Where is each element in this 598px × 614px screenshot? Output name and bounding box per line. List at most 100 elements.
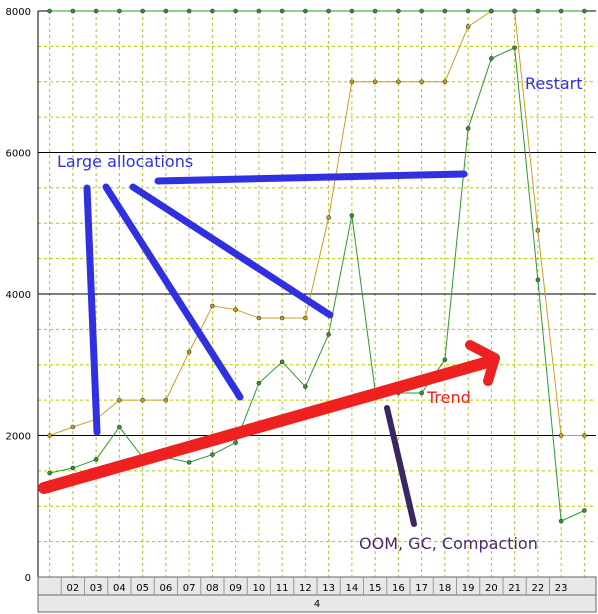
x-tick-label: 20: [485, 583, 498, 594]
series-point-0: [558, 433, 564, 438]
series-point-2: [396, 8, 401, 14]
series-point-2: [186, 8, 192, 14]
series-point-1: [303, 384, 308, 389]
annotation-labels: Large allocations Restart Trend OOM, GC,…: [57, 74, 583, 553]
series-point-1: [47, 470, 52, 476]
y-tick-label: 2000: [6, 432, 31, 443]
series-point-0: [465, 24, 471, 29]
x-tick-label: 17: [415, 583, 428, 594]
x-tick-label: 06: [160, 583, 173, 594]
x-tick-label: 13: [322, 583, 335, 594]
x-tick-label: 21: [508, 583, 521, 594]
large-alloc-arrow-4: [154, 170, 468, 185]
trend-arrow: [38, 356, 494, 494]
series-point-0: [233, 307, 238, 312]
series-point-2: [326, 8, 331, 14]
x-tick-label: 03: [90, 583, 103, 594]
series-point-2: [233, 8, 238, 14]
x-tick-label: 05: [136, 583, 149, 594]
series-point-2: [489, 8, 494, 14]
series-point-0: [326, 215, 331, 220]
annotation-strokes: [38, 170, 500, 527]
series-point-0: [117, 397, 122, 403]
x-tick-label: 12: [299, 583, 312, 594]
x-tick-label: 08: [206, 583, 219, 594]
series-point-0: [186, 349, 192, 355]
y-tick-label: 8000: [6, 7, 31, 18]
x-tick-label: 22: [532, 583, 545, 594]
series-point-0: [372, 79, 378, 85]
series-point-1: [419, 390, 424, 396]
series-point-1: [349, 213, 355, 218]
x-tick-label: 23: [555, 583, 568, 594]
x-tick-label: 07: [183, 583, 196, 594]
oom-arrow: [384, 405, 417, 527]
series-point-0: [396, 79, 401, 85]
series-point-1: [512, 45, 517, 51]
y-tick-label: 6000: [6, 149, 31, 160]
large-alloc-arrow-1: [83, 184, 101, 436]
annotation-large-allocations: Large allocations: [57, 152, 193, 171]
series-point-1: [489, 56, 494, 61]
series-point-2: [512, 8, 517, 14]
series-point-1: [210, 452, 215, 457]
series-point-2: [303, 8, 308, 14]
x-tick-label: 14: [346, 583, 359, 594]
series-point-1: [465, 126, 471, 131]
series-point-2: [210, 8, 215, 14]
series-point-2: [372, 8, 378, 14]
series-point-0: [419, 79, 424, 85]
annotation-restart: Restart: [525, 74, 583, 93]
series-point-2: [140, 8, 145, 14]
series-point-0: [303, 315, 308, 321]
series-point-2: [163, 8, 169, 14]
y-tick-label: 0: [25, 573, 31, 584]
x-tick-label: 19: [462, 583, 475, 594]
x-axis: 4 02 03 04 05 06 07 08 09 10 11 12 13 14 15 16 17 18 19 20…: [37, 576, 597, 613]
series-point-1: [582, 508, 587, 513]
series-point-0: [256, 315, 262, 321]
series-point-1: [326, 332, 331, 337]
series-point-2: [47, 8, 52, 14]
series-point-0: [535, 228, 541, 233]
grid: [37, 10, 596, 578]
series-point-1: [442, 357, 448, 363]
series-point-1: [279, 359, 285, 365]
series-point-0: [140, 397, 145, 403]
series-point-1: [256, 380, 262, 386]
trend-arrow-head: [465, 340, 500, 386]
large-alloc-arrow-2: [102, 183, 244, 401]
series-point-2: [442, 8, 448, 14]
series-point-1: [186, 460, 192, 465]
series-point-2: [93, 8, 99, 14]
series-point-0: [349, 79, 355, 85]
annotation-trend: Trend: [426, 388, 471, 407]
series-point-0: [70, 424, 76, 430]
x-tick-label: 04: [113, 583, 126, 594]
y-axis: 0 2000 4000 6000 8000: [6, 7, 31, 584]
x-tick-label: 11: [276, 583, 289, 594]
series-point-2: [117, 8, 122, 14]
series-point-2: [465, 8, 471, 14]
series-point-2: [558, 8, 564, 14]
x-tick-label: 09: [229, 583, 242, 594]
series-point-1: [93, 457, 99, 462]
x-tick-label: 18: [439, 583, 452, 594]
x-tick-label: 10: [253, 583, 266, 594]
series-point-0: [442, 79, 448, 85]
x-tick-label: 15: [369, 583, 382, 594]
x-group-label: 4: [314, 599, 320, 610]
x-tick-label: 02: [67, 583, 80, 594]
y-tick-label: 4000: [6, 290, 31, 301]
series-line-1: [49, 47, 585, 522]
series-point-1: [117, 424, 122, 430]
series-point-1: [233, 440, 238, 445]
annotation-oom-gc-compaction: OOM, GC, Compaction: [359, 534, 538, 553]
series-point-2: [535, 8, 541, 14]
series-point-2: [582, 8, 587, 14]
series-point-0: [582, 433, 587, 438]
series-point-2: [349, 8, 355, 14]
series-point-1: [535, 277, 541, 283]
x-tick-label: 16: [392, 583, 405, 594]
